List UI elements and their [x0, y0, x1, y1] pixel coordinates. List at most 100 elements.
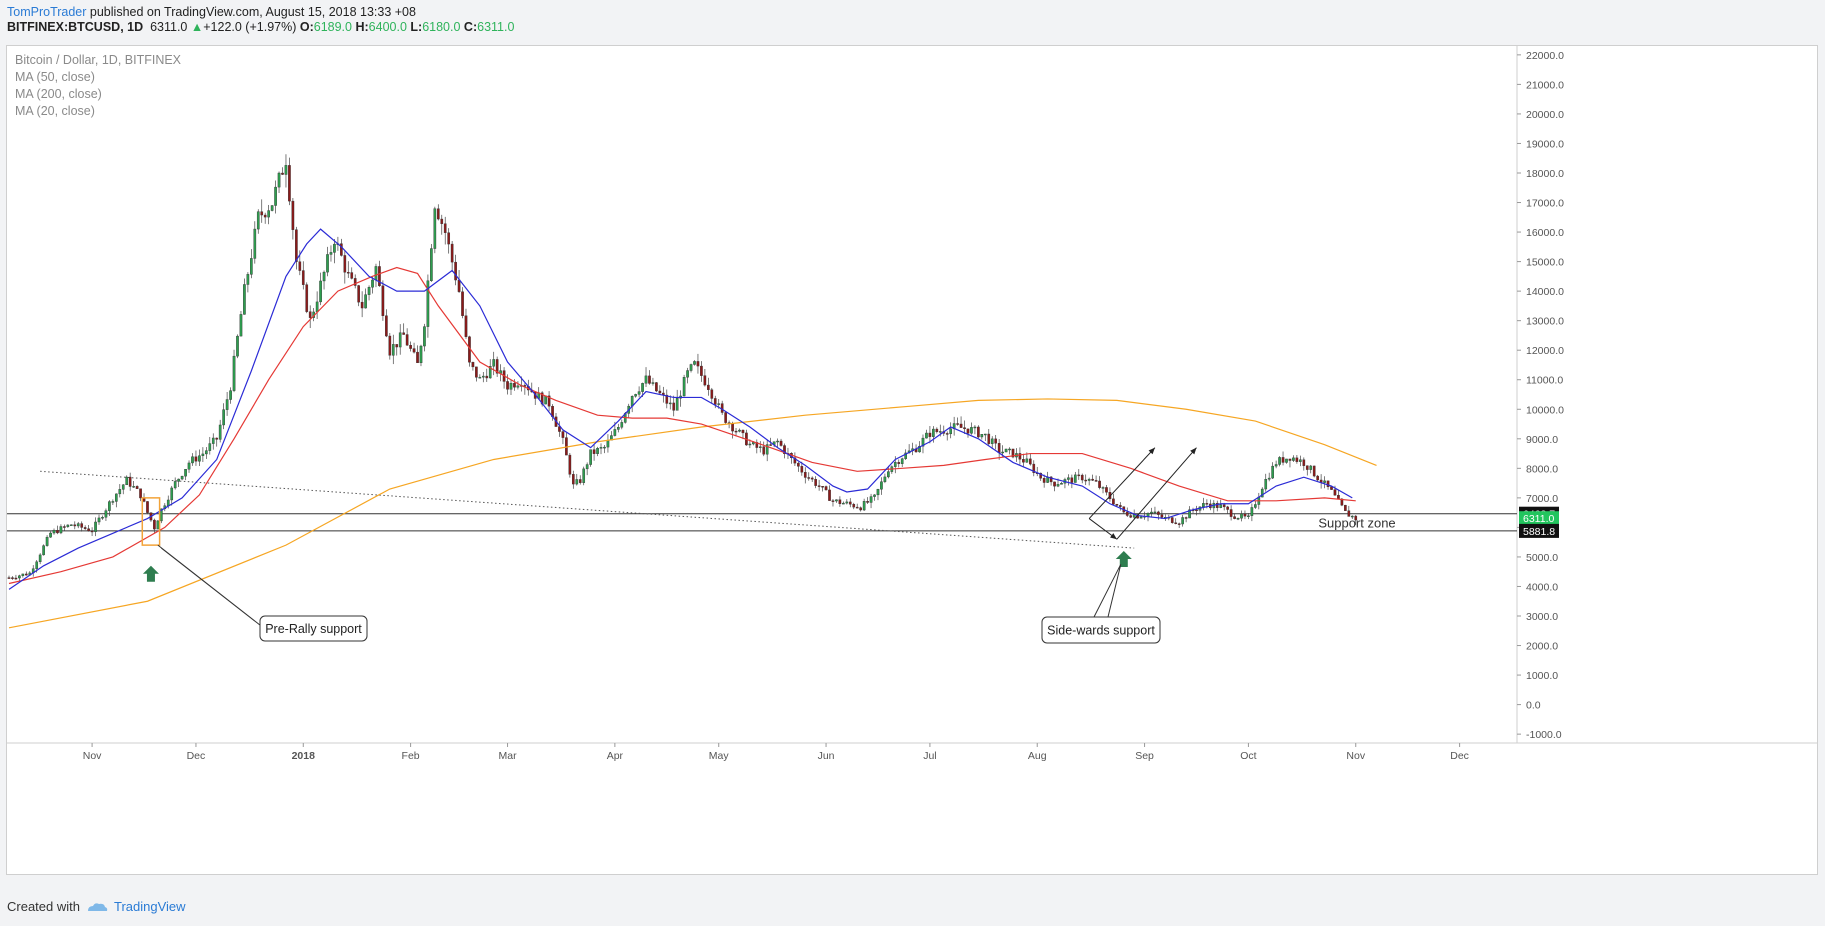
low-label: L: [410, 20, 423, 34]
chart-legend: Bitcoin / Dollar, 1D, BITFINEX MA (50, c… [15, 52, 181, 120]
symbol-label: BITFINEX:BTCUSD, 1D [7, 20, 144, 34]
candle-down [828, 489, 831, 501]
close-value: 6311.0 [477, 20, 515, 34]
descending-trendline[interactable] [40, 470, 1135, 549]
candle-down [710, 389, 714, 399]
y-tick-label: 3000.0 [1526, 611, 1558, 623]
candle-down [135, 486, 139, 489]
candle-down [814, 478, 817, 486]
candle-down [1243, 513, 1247, 517]
candle-down [385, 315, 388, 337]
candle-down [1233, 516, 1236, 519]
candle-down [260, 211, 264, 216]
candle-down [1337, 494, 1340, 500]
candle-up [488, 366, 492, 379]
candle-down [128, 476, 132, 487]
candle-up [980, 434, 984, 438]
candle-up [596, 448, 599, 454]
sideways-callout-label: Side-wards support [1047, 624, 1155, 638]
candle-up [738, 429, 741, 432]
candle-down [11, 577, 14, 579]
candle-down [547, 395, 551, 407]
candle-up [198, 455, 201, 462]
candle-down [707, 384, 710, 390]
candle-down [83, 527, 87, 529]
candle-up [1060, 483, 1063, 485]
candle-up [66, 524, 70, 527]
candle-down [665, 394, 669, 404]
legend-ma200[interactable]: MA (200, close) [15, 87, 102, 101]
candle-up [277, 172, 281, 188]
candle-up [423, 326, 426, 347]
candle-up [1264, 479, 1268, 490]
low-value: 6180.0 [422, 20, 461, 34]
candle-down [1333, 489, 1337, 496]
tradingview-link[interactable]: TradingView [113, 899, 186, 914]
author-link[interactable]: TomProTrader [7, 5, 87, 19]
candle-down [1039, 472, 1043, 479]
candle-up [94, 521, 97, 532]
sideways-callout-box[interactable] [1041, 616, 1161, 644]
candle-up [492, 359, 496, 367]
candle-up [253, 228, 257, 259]
candle-down [495, 359, 499, 374]
candle-up [49, 532, 52, 538]
y-tick-label: 14000.0 [1526, 286, 1564, 298]
y-tick-label: 11000.0 [1526, 375, 1563, 387]
candle-down [1174, 522, 1178, 524]
candle-down [409, 345, 412, 349]
candle-down [1281, 457, 1285, 463]
candle-up [364, 294, 367, 309]
y-tick-label: 17000.0 [1526, 198, 1564, 210]
candle-up [35, 561, 39, 569]
chart-area[interactable]: 22000.0 21000.0 20000.0 19000.0 18000.0 17000… [6, 45, 1818, 875]
up-arrow-icon: ▲ [190, 20, 204, 34]
y-tick-label: 21000.0 [1526, 79, 1564, 91]
open-value: 6189.0 [313, 20, 352, 34]
candle-down [810, 477, 814, 480]
candle-down [63, 526, 66, 528]
ma200-line[interactable] [8, 398, 1377, 629]
candle-up [367, 287, 371, 295]
candle-down [464, 315, 468, 337]
pre-rally-pointer [157, 544, 266, 630]
candle-up [599, 447, 603, 449]
candle-down [402, 332, 406, 335]
legend-ma20[interactable]: MA (20, close) [15, 104, 95, 118]
pre-rally-callout-box[interactable] [259, 615, 368, 642]
candle-down [443, 223, 447, 233]
candle-down [1084, 479, 1088, 482]
candle-up [589, 449, 592, 465]
candle-up [481, 375, 485, 378]
header-line-1: TomProTrader published on TradingView.co… [7, 4, 416, 21]
candle-down [360, 301, 364, 309]
candle-up [229, 390, 232, 400]
pre-rally-highlight-box[interactable] [141, 497, 161, 546]
price-chart[interactable]: 22000.0 21000.0 20000.0 19000.0 18000.0 17000… [7, 46, 1818, 875]
projection-arrow[interactable] [1088, 447, 1156, 519]
price-label-tag [1519, 511, 1559, 526]
candle-up [634, 394, 637, 397]
legend-ma50[interactable]: MA (50, close) [15, 70, 95, 84]
x-tick-label: May [709, 750, 730, 762]
candle-down [855, 506, 859, 509]
ma20-line[interactable] [8, 228, 1353, 590]
projection-arrow[interactable] [1116, 447, 1197, 540]
candle-down [1028, 458, 1032, 465]
candle-up [516, 385, 520, 388]
candle-up [156, 520, 160, 530]
candle-up [1188, 509, 1191, 519]
ma50-line[interactable] [8, 266, 1356, 585]
candle-up [18, 575, 21, 579]
candle-up [38, 554, 42, 563]
candle-down [1118, 505, 1122, 507]
candle-up [641, 383, 644, 392]
candle-down [378, 266, 381, 287]
candle-down [513, 382, 516, 388]
x-tick-label: Sep [1135, 750, 1154, 762]
candle-up [637, 391, 641, 395]
candle-up [69, 524, 73, 526]
candle-up [166, 499, 170, 506]
candle-down [959, 423, 963, 428]
y-tick-label: 0.0 [1526, 700, 1541, 712]
